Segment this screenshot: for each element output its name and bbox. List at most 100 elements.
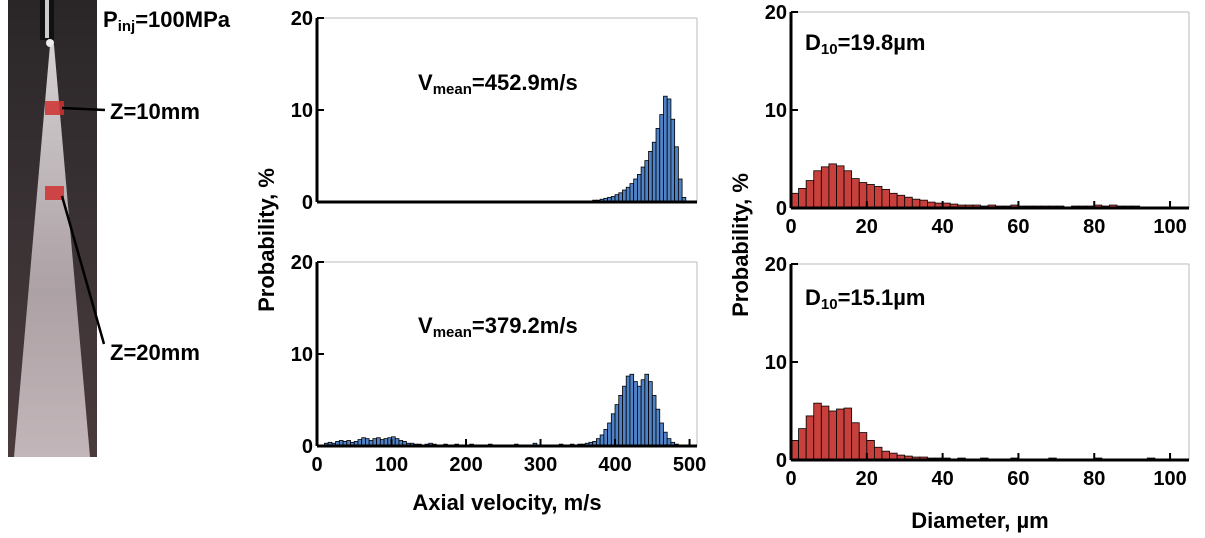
x-tick-label: 20 (856, 468, 878, 490)
bar (828, 163, 837, 209)
x-tick-label: 400 (598, 454, 631, 476)
y-tick-label: 0 (302, 436, 313, 458)
bar (873, 446, 883, 461)
bar (674, 146, 679, 203)
x-tick-label: 100 (375, 454, 408, 476)
x-tick-label: 500 (673, 454, 706, 476)
bar (904, 196, 913, 209)
bar (843, 407, 853, 461)
bar (622, 189, 627, 203)
x-tick-label: 40 (931, 216, 953, 238)
x-axis-label: Diameter, µm (911, 508, 1048, 533)
y-tick-label: 20 (291, 8, 313, 30)
bar (633, 381, 638, 447)
bar (633, 178, 638, 203)
y-tick-label: 20 (765, 254, 787, 276)
annotation: D10=15.1µm (805, 285, 925, 313)
y-tick-label: 10 (765, 352, 787, 374)
y-tick-label: 10 (291, 344, 313, 366)
pressure-label: Pinj=100MPa (103, 7, 231, 35)
bar (858, 432, 868, 461)
bar (866, 439, 875, 461)
annotation: Vmean=379.2m/s (418, 313, 578, 341)
bar (636, 173, 642, 203)
annotation-base: D (805, 30, 821, 55)
spray-image (8, 0, 97, 457)
annotation-rest: =452.9m/s (472, 70, 578, 95)
z-label: Z=10mm (110, 99, 200, 124)
x-tick-label: 0 (785, 468, 796, 490)
y-tick-label: 10 (765, 100, 787, 122)
bar (889, 192, 898, 209)
x-tick-label: 0 (785, 216, 796, 238)
bar (640, 379, 646, 447)
bar (798, 187, 807, 209)
bar (820, 405, 830, 461)
bar (851, 178, 860, 209)
bar (644, 160, 649, 203)
bar (651, 141, 657, 203)
bar (666, 98, 672, 203)
bar (873, 186, 883, 209)
y-axis-label: Probability, % (728, 173, 753, 317)
bar (651, 394, 657, 447)
y-tick-label: 0 (302, 192, 313, 214)
annotation: Vmean=452.9m/s (418, 70, 578, 98)
annotation-rest: =15.1µm (838, 285, 926, 310)
bar (866, 184, 875, 209)
pointer-line (61, 106, 106, 112)
y-tick-label: 0 (776, 198, 787, 220)
bar (670, 118, 676, 203)
x-tick-label: 60 (1007, 216, 1029, 238)
bar (663, 95, 668, 203)
x-tick-label: 100 (1153, 468, 1186, 490)
bar (677, 178, 683, 203)
bar (629, 373, 635, 447)
bar (858, 182, 868, 209)
annotation-base: V (418, 70, 433, 95)
z-label: Z=20mm (110, 340, 200, 365)
x-tick-label: 60 (1007, 468, 1029, 490)
bar (636, 385, 642, 447)
annotation-rest: =19.8µm (838, 30, 926, 55)
annotation-sub: 10 (821, 296, 838, 313)
y-tick-label: 20 (291, 252, 313, 274)
bar (813, 170, 822, 209)
annotation: D10=19.8µm (805, 30, 925, 58)
bar (851, 422, 860, 461)
bar (805, 180, 815, 209)
bar (805, 415, 815, 461)
bar (659, 114, 664, 203)
pointer-line (60, 195, 106, 345)
x-tick-label: 80 (1083, 216, 1105, 238)
y-axis-label: Probability, % (254, 168, 279, 312)
x-tick-label: 100 (1153, 216, 1186, 238)
bar (655, 408, 661, 447)
bar (607, 422, 612, 447)
x-tick-label: 0 (311, 454, 322, 476)
bar (629, 183, 635, 203)
bar (881, 188, 890, 209)
bar (644, 373, 649, 447)
bar (622, 385, 627, 447)
annotation-base: V (418, 313, 433, 338)
bar (836, 165, 845, 209)
bar (659, 422, 664, 447)
bar (618, 394, 623, 447)
bar (798, 428, 807, 461)
bar (648, 150, 653, 203)
bar (663, 431, 668, 447)
bar (648, 381, 653, 447)
x-axis-label: Axial velocity, m/s (412, 490, 601, 515)
y-tick-label: 0 (776, 450, 787, 472)
x-tick-label: 40 (931, 468, 953, 490)
bar (625, 186, 631, 203)
bar (896, 194, 906, 209)
bar (625, 375, 631, 447)
x-tick-label: 80 (1083, 468, 1105, 490)
bar (820, 166, 830, 209)
annotation-sub: mean (433, 81, 472, 98)
bar (640, 166, 646, 203)
annotation-base: D (805, 285, 821, 310)
